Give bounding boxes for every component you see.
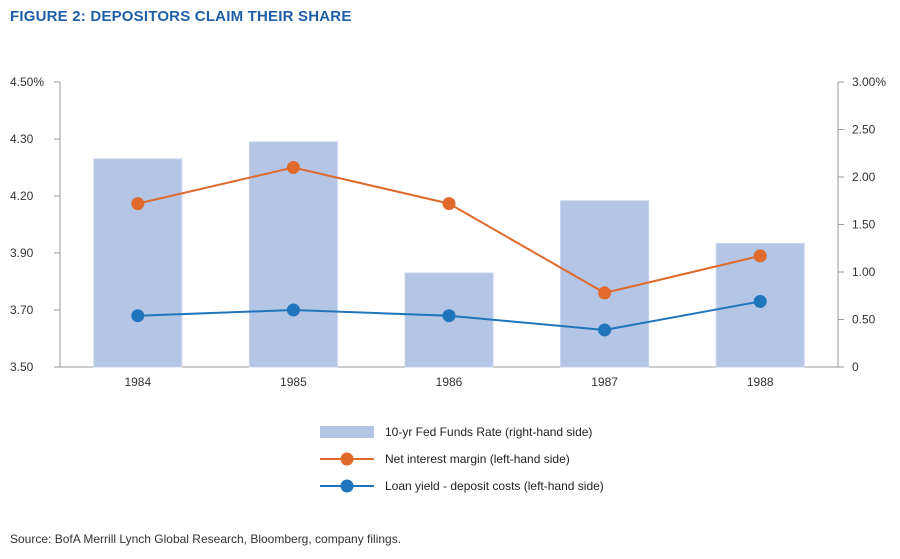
right-tick-label: 3.00% (852, 75, 886, 89)
legend-swatch-nim-marker (340, 452, 354, 466)
legend-label: Net interest margin (left-hand side) (385, 452, 570, 466)
source-note: Source: BofA Merrill Lynch Global Resear… (10, 532, 402, 546)
x-tick-label: 1987 (591, 375, 618, 389)
left-tick-label: 3.90 (10, 246, 34, 260)
x-tick-label: 1985 (280, 375, 307, 389)
right-tick-label: 0 (852, 360, 859, 374)
right-tick-label: 0.50 (852, 313, 876, 327)
x-tick-label: 1984 (124, 375, 151, 389)
left-tick-label: 4.20 (10, 189, 34, 203)
net-interest-margin-point (753, 249, 767, 263)
line-series (131, 161, 767, 337)
legend-label: Loan yield - deposit costs (left-hand si… (385, 479, 604, 493)
x-tick-label: 1988 (747, 375, 774, 389)
bar-series (93, 141, 805, 368)
loan-deposit-spread-point (131, 309, 145, 323)
left-tick-label: 4.50% (10, 75, 44, 89)
right-tick-label: 1.00 (852, 265, 876, 279)
left-tick-label: 3.50 (10, 360, 34, 374)
legend-swatch-bar (320, 426, 374, 438)
right-tick-label: 2.00 (852, 170, 876, 184)
legend: 10-yr Fed Funds Rate (right-hand side) Ne… (320, 425, 604, 493)
left-tick-label: 3.70 (10, 303, 34, 317)
x-tick-label: 1986 (436, 375, 463, 389)
chart-title: FIGURE 2: DEPOSITORS CLAIM THEIR SHARE (10, 8, 352, 25)
net-interest-margin-point (131, 197, 145, 211)
bar (93, 158, 183, 368)
loan-deposit-spread-point (286, 303, 300, 317)
legend-label: 10-yr Fed Funds Rate (right-hand side) (385, 425, 592, 439)
loan-deposit-spread-point (753, 294, 767, 308)
left-tick-label: 4.30 (10, 132, 34, 146)
bar (560, 200, 650, 368)
net-interest-margin-point (286, 161, 300, 174)
net-interest-margin-point (598, 286, 612, 300)
legend-swatch-spread-marker (340, 479, 354, 493)
net-interest-margin-point (442, 197, 456, 211)
axes: 3.50 3.70 3.90 4.20 4.30 4.50% 0 0.50 1.00 1.50 2.… (10, 75, 886, 389)
right-tick-label: 1.50 (852, 218, 876, 232)
right-tick-label: 2.50 (852, 123, 876, 137)
chart-area: 3.50 3.70 3.90 4.20 4.30 4.50% 0 0.50 1.00 1.50 2.… (10, 75, 886, 493)
loan-deposit-spread-point (598, 323, 612, 337)
bar (248, 141, 338, 368)
loan-deposit-spread-point (442, 309, 456, 323)
